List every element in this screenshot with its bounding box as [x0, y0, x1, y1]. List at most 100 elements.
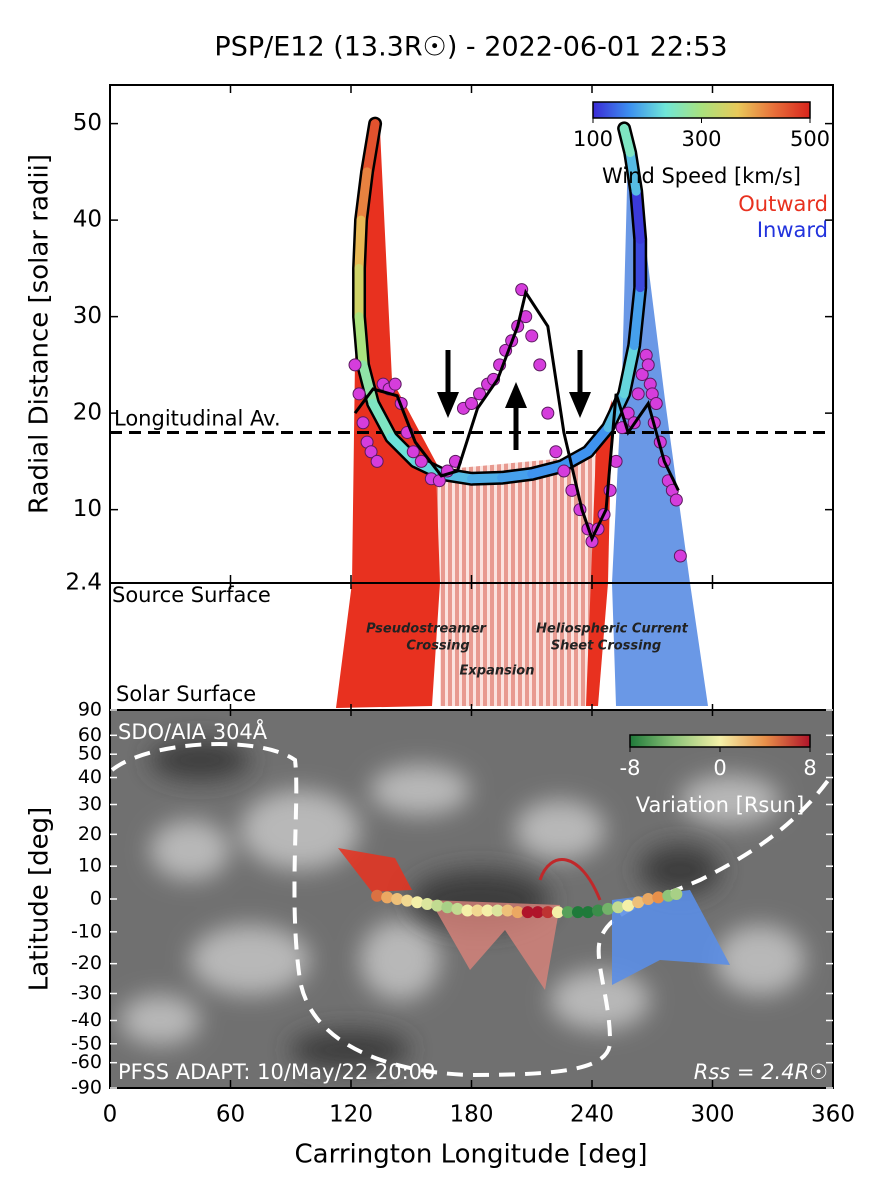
lat-tick-label: 90	[78, 699, 102, 721]
source-surface-label: Source Surface	[112, 583, 271, 607]
lat-tick-label: -20	[71, 952, 102, 974]
arrows	[437, 350, 591, 450]
measurement-point	[631, 387, 645, 401]
measurement-point	[356, 416, 370, 430]
measurement-point	[370, 454, 384, 468]
rss-label: Rss = 2.4R☉	[694, 1060, 828, 1084]
lat-tick-label: -60	[71, 1051, 102, 1073]
instrument-label: SDO/AIA 304Å	[118, 718, 268, 744]
model-label: PFSS ADAPT: 10/May/22 20:00	[118, 1060, 435, 1084]
footpoint	[461, 904, 474, 917]
measurement-point	[465, 396, 478, 410]
footpoint	[501, 904, 514, 917]
measurement-point	[525, 329, 539, 343]
y-axis-label: Radial Distance [solar radii]	[25, 154, 55, 514]
footpoint	[670, 888, 683, 901]
footpoint	[391, 893, 404, 905]
y-tick-label: 10	[73, 496, 102, 522]
colorbar-label: Wind Speed [km/s]	[602, 164, 801, 188]
lat-tick-label: 10	[78, 855, 102, 877]
measurement-point	[406, 445, 420, 459]
y-tick-label: 20	[73, 400, 102, 426]
track-segment	[467, 473, 507, 484]
measurement-point	[673, 549, 687, 563]
track-segment	[356, 167, 372, 225]
footpoint	[481, 904, 494, 917]
lat-axis-label: Latitude [deg]	[25, 807, 55, 992]
measurement-point	[348, 358, 362, 372]
track-segment	[354, 312, 368, 370]
footpoint	[421, 897, 434, 910]
pseudostreamer-label: Crossing	[406, 639, 469, 654]
footpoint	[541, 906, 554, 919]
colorbar-tick-label: 300	[681, 127, 721, 151]
x-tick-label: 240	[570, 1102, 614, 1128]
footpoint	[401, 894, 414, 907]
footpoint	[632, 896, 645, 909]
footpoint	[652, 891, 665, 904]
colorbar-tick-label: -8	[620, 756, 641, 780]
colorbar-tick-label: 8	[803, 756, 816, 780]
track-segment	[619, 341, 639, 399]
chart-title: PSP/E12 (13.3R☉) - 2022-06-01 22:53	[214, 32, 727, 63]
measurement-point	[352, 387, 366, 401]
track-segment	[527, 461, 567, 479]
solar-surface-label: Solar Surface	[116, 682, 256, 706]
measurement-point	[641, 358, 655, 372]
measurement-point	[669, 493, 683, 507]
outward-footprint	[338, 848, 412, 892]
hcs-label: Heliospheric Current	[536, 622, 688, 637]
lat-tick-label: 0	[90, 888, 102, 910]
measurement-point	[364, 445, 378, 459]
footpoint	[371, 889, 384, 902]
footpoint	[602, 902, 615, 915]
trajectory-line	[353, 288, 680, 543]
track-segment	[362, 119, 380, 177]
track-segment	[497, 469, 537, 483]
y-tick-label: 2.4	[65, 570, 102, 596]
track-segment	[368, 398, 396, 442]
outward-field-lines	[586, 400, 612, 706]
legend-entry: Outward	[738, 192, 828, 216]
footpoint	[411, 896, 424, 909]
lat-tick-label: 20	[78, 823, 102, 845]
footpoint	[471, 904, 484, 917]
footpoint	[491, 904, 504, 917]
colorbar-tick-label: 0	[713, 756, 726, 780]
footpoint	[381, 891, 394, 904]
measurement-point	[649, 396, 663, 410]
pseudostreamer-label: Pseudostreamer	[366, 622, 487, 637]
measurement-point	[557, 464, 571, 478]
footpoint	[612, 901, 625, 914]
footpoint	[571, 906, 584, 919]
neutral-line	[110, 742, 833, 1078]
footpoint	[431, 899, 444, 912]
x-tick-label: 120	[329, 1102, 373, 1128]
measurement-point	[635, 368, 649, 382]
x-tick-label: 360	[811, 1102, 855, 1128]
measurement-point	[533, 358, 547, 372]
colorbar	[629, 734, 811, 748]
lat-tick-label: -90	[71, 1077, 102, 1099]
footpoint	[441, 901, 454, 914]
legend-entry: Inward	[757, 218, 828, 242]
x-axis-label: Carrington Longitude [deg]	[295, 1140, 648, 1170]
y-tick-label: 50	[73, 110, 102, 136]
measurement-point	[414, 454, 428, 468]
footpoint	[592, 904, 605, 917]
hcs-label: Sheet Crossing	[551, 639, 661, 654]
x-tick-label: 300	[691, 1102, 735, 1128]
footpoint	[581, 906, 594, 919]
expansion-field-lines	[436, 455, 600, 706]
lat-tick-label: -10	[71, 920, 102, 942]
lat-tick-label: 60	[78, 724, 102, 746]
lat-tick-label: 50	[78, 743, 102, 765]
expansion-footprint	[430, 900, 560, 990]
footpoint	[551, 906, 564, 919]
loop-lines	[538, 858, 602, 901]
y-tick-label: 40	[73, 207, 102, 233]
track-segment	[358, 360, 378, 408]
footpoint	[511, 906, 524, 919]
lat-tick-label: -50	[71, 1032, 102, 1054]
